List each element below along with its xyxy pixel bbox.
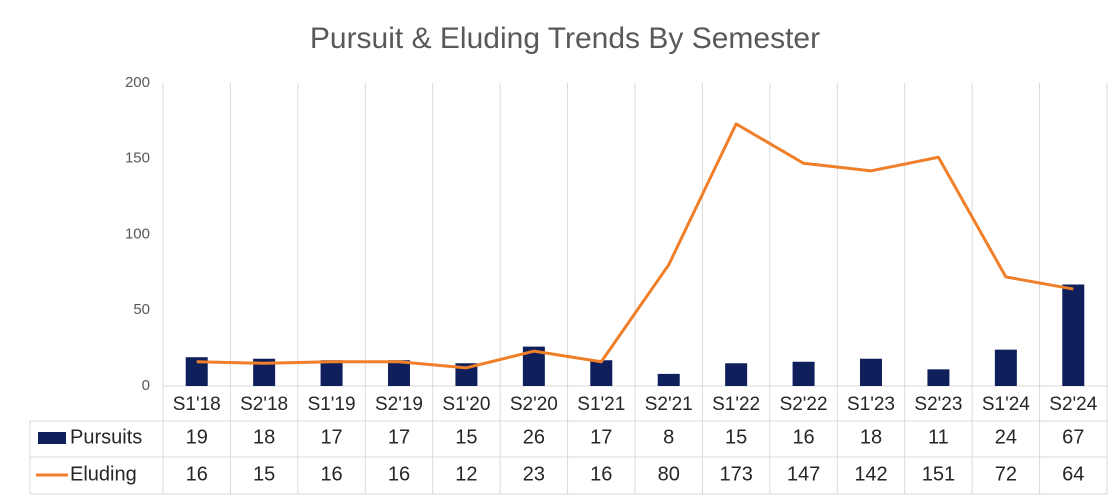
y-tick-label: 150 [125,150,150,167]
x-tick-label: S2'21 [645,394,693,415]
table-cell: 18 [253,426,275,448]
table-cell: 12 [455,463,477,485]
table-cell: 24 [995,426,1017,448]
x-tick-label: S1'23 [847,394,895,415]
x-tick-label: S2'20 [510,394,558,415]
table-cell: 67 [1062,426,1084,448]
x-tick-label: S2'18 [240,394,288,415]
table-cell: 16 [186,463,208,485]
table-cell: 26 [523,426,545,448]
bar [725,363,748,386]
x-tick-label: S2'19 [375,394,423,415]
y-tick-label: 200 [125,74,150,91]
x-tick-label: S1'22 [712,394,760,415]
x-tick-label: S1'19 [308,394,356,415]
table-cell: 23 [523,463,545,485]
bar [388,360,410,386]
line [196,122,1074,370]
bar [1062,284,1085,386]
bar [657,373,680,386]
x-tick-label: S1'20 [442,394,490,415]
x-tick-label: S1'21 [577,394,625,415]
bar [927,369,950,386]
bar [253,358,276,386]
x-tick-label: S2'24 [1049,394,1097,415]
bar [792,361,815,386]
x-tick-label: S2'23 [914,394,962,415]
table-cell: 17 [320,426,342,448]
bar [860,358,882,386]
table-cell: 64 [1062,463,1084,485]
x-tick-label: S1'24 [982,394,1030,415]
table-cell: 147 [787,463,820,485]
bar [320,360,343,386]
table-cell: 16 [792,426,814,448]
chart-title: Pursuit & Eluding Trends By Semester [310,22,820,55]
bar [994,349,1017,386]
y-tick-label: 0 [142,377,150,394]
table-cell: 17 [388,426,410,448]
table-cell: 151 [922,463,955,485]
bar [185,357,208,386]
table-cell: 17 [590,426,612,448]
y-tick-label: 50 [133,301,150,318]
table-cell: 19 [186,426,208,448]
table-cell: 142 [854,463,887,485]
legend-key [38,432,66,444]
table-cell: 15 [455,426,477,448]
table-cell: 16 [388,463,410,485]
bar [522,346,545,386]
table-cell: 11 [928,426,949,448]
table-cell: 18 [860,426,882,448]
legend-label: Pursuits [70,426,142,448]
y-tick-label: 100 [125,225,150,242]
table-cell: 80 [658,463,680,485]
table-cell: 72 [995,463,1017,485]
table-cell: 15 [725,426,747,448]
table-cell: 16 [590,463,612,485]
table-cell: 8 [663,426,674,448]
x-tick-label: S2'22 [780,394,828,415]
table-cell: 16 [320,463,342,485]
table-cell: 15 [253,463,275,485]
table-cell: 173 [719,463,752,485]
bar [590,360,613,386]
bar [455,363,478,386]
legend-label: Eluding [70,463,137,485]
x-tick-label: S1'18 [173,394,221,415]
